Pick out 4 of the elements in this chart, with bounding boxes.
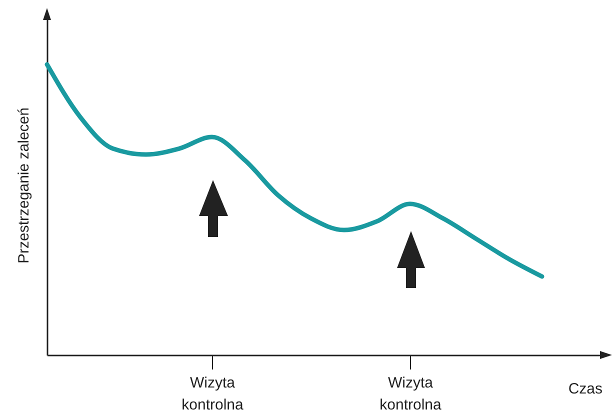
y-axis-title: Przestrzeganie zaleceń: [16, 108, 32, 264]
x-tick-label: Wizyta kontrolna: [380, 374, 442, 414]
x-axis-title: Czas: [568, 380, 602, 398]
x-tick-label: Wizyta kontrolna: [182, 374, 244, 414]
